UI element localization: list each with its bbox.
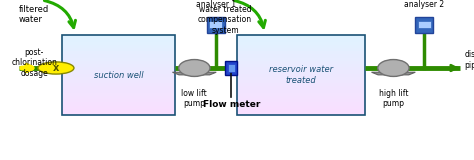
Text: water treated
compensation
system: water treated compensation system xyxy=(198,5,252,35)
Bar xyxy=(62,90,175,93)
Bar xyxy=(62,102,175,106)
Bar xyxy=(237,42,365,45)
Bar xyxy=(237,51,365,54)
Text: post-
chlorination
dosage: post- chlorination dosage xyxy=(11,48,57,78)
Text: reservoir water
treated: reservoir water treated xyxy=(269,65,333,85)
Text: distribution
pipe: distribution pipe xyxy=(465,50,474,70)
Ellipse shape xyxy=(378,60,409,76)
Polygon shape xyxy=(173,72,216,75)
Bar xyxy=(210,21,222,28)
Bar xyxy=(226,61,237,75)
Bar xyxy=(62,83,175,86)
Bar xyxy=(62,35,175,115)
Bar xyxy=(62,45,175,48)
Bar xyxy=(62,86,175,90)
Bar xyxy=(228,64,235,72)
Bar xyxy=(62,42,175,45)
Bar xyxy=(237,93,365,96)
Bar xyxy=(237,109,365,112)
Bar xyxy=(62,48,175,51)
Text: Flow meter: Flow meter xyxy=(202,100,260,109)
Bar xyxy=(237,112,365,115)
Bar xyxy=(237,90,365,93)
Bar xyxy=(237,106,365,109)
Bar xyxy=(62,77,175,80)
Bar xyxy=(237,77,365,80)
Bar xyxy=(62,109,175,112)
Bar xyxy=(237,99,365,102)
Bar xyxy=(62,80,175,83)
Bar xyxy=(62,106,175,109)
Bar xyxy=(237,102,365,106)
Bar xyxy=(237,86,365,90)
Bar xyxy=(418,21,430,28)
Bar xyxy=(62,51,175,54)
Bar xyxy=(237,35,365,38)
Bar xyxy=(237,74,365,77)
Bar xyxy=(237,35,365,115)
Bar xyxy=(237,48,365,51)
Ellipse shape xyxy=(179,60,210,76)
Bar xyxy=(237,64,365,67)
Bar xyxy=(62,93,175,96)
Bar xyxy=(207,17,225,33)
Bar xyxy=(62,61,175,64)
Bar xyxy=(62,64,175,67)
Text: FRC
analyser 1: FRC analyser 1 xyxy=(196,0,236,9)
Text: x: x xyxy=(53,63,59,73)
Bar xyxy=(62,74,175,77)
Bar xyxy=(415,17,433,33)
Bar xyxy=(62,54,175,58)
Circle shape xyxy=(38,62,74,74)
Polygon shape xyxy=(372,72,415,75)
Text: FRC
analyser 2: FRC analyser 2 xyxy=(404,0,444,9)
Bar xyxy=(62,35,175,38)
Bar xyxy=(62,96,175,99)
Text: low lift
pump: low lift pump xyxy=(182,89,207,108)
Bar xyxy=(237,67,365,70)
Bar xyxy=(62,38,175,42)
Text: suction well: suction well xyxy=(94,71,143,80)
Bar xyxy=(237,80,365,83)
Bar xyxy=(62,58,175,61)
Bar xyxy=(237,96,365,99)
Bar xyxy=(237,61,365,64)
Bar xyxy=(237,58,365,61)
Bar xyxy=(62,99,175,102)
Bar xyxy=(237,54,365,58)
Text: high lift
pump: high lift pump xyxy=(379,89,408,108)
Bar xyxy=(62,67,175,70)
Bar xyxy=(237,38,365,42)
Bar xyxy=(237,45,365,48)
Text: filtered
water: filtered water xyxy=(19,5,49,24)
Bar xyxy=(237,83,365,86)
Bar xyxy=(62,112,175,115)
Bar xyxy=(237,70,365,74)
Bar xyxy=(62,70,175,74)
